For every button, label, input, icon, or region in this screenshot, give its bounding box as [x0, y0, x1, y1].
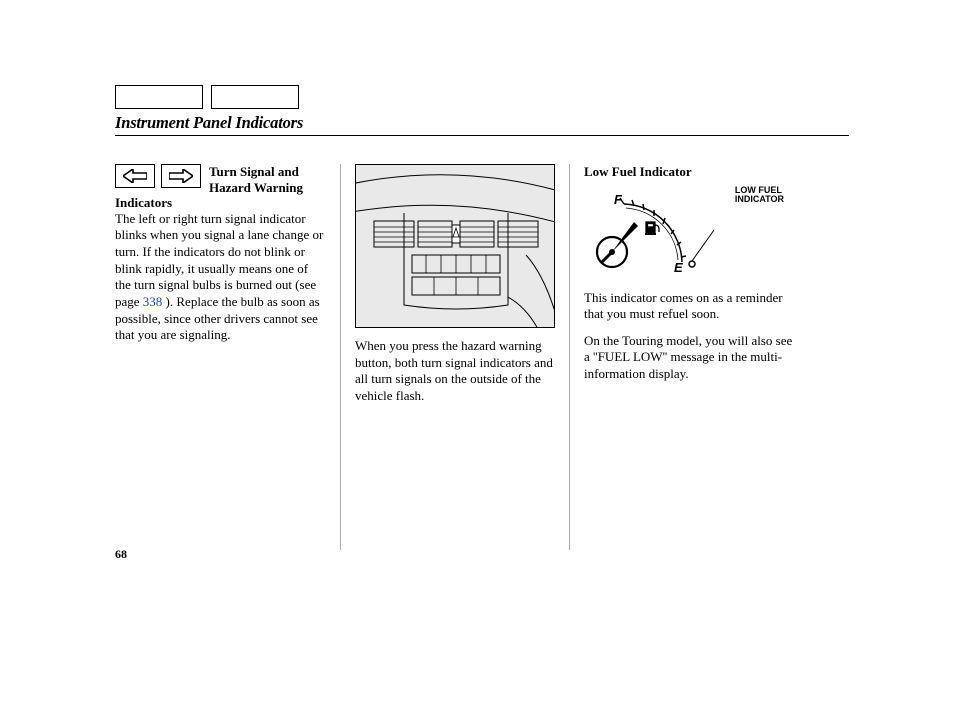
dashboard-illustration: [355, 164, 555, 328]
low-fuel-body-1: This indicator comes on as a reminder th…: [584, 290, 795, 323]
left-arrow-icon: [115, 164, 155, 188]
gauge-label-line1: LOW FUEL: [735, 185, 782, 195]
page-title: Instrument Panel Indicators: [115, 113, 849, 136]
svg-text:F: F: [614, 192, 623, 207]
fuel-gauge-illustration: LOW FUEL INDICATOR: [584, 186, 784, 280]
page-reference-link[interactable]: 338: [143, 294, 163, 309]
right-arrow-icon: [161, 164, 201, 188]
turn-signal-body: The left or right turn signal indicator …: [115, 211, 326, 344]
low-fuel-heading: Low Fuel Indicator: [584, 164, 795, 180]
hazard-body: When you press the hazard warning button…: [355, 338, 555, 405]
low-fuel-body-2: On the Touring model, you will also see …: [584, 333, 795, 383]
header-placeholder-box: [115, 85, 203, 109]
content-columns: Turn Signal and Hazard Warning Indicator…: [115, 164, 849, 550]
column-turn-signal: Turn Signal and Hazard Warning Indicator…: [115, 164, 340, 550]
gauge-label-line2: INDICATOR: [735, 194, 784, 204]
turn-signal-icons-row: [115, 164, 201, 188]
page-number: 68: [115, 547, 127, 562]
svg-text:E: E: [674, 260, 683, 275]
header-placeholder-row: [115, 85, 849, 109]
low-fuel-indicator-label: LOW FUEL INDICATOR: [735, 186, 784, 206]
column-low-fuel: Low Fuel Indicator LOW FUEL INDICATOR: [570, 164, 795, 550]
manual-page: Instrument Panel Indicators Turn Signal …: [0, 0, 954, 710]
column-hazard: When you press the hazard warning button…: [340, 164, 570, 550]
header-placeholder-box: [211, 85, 299, 109]
